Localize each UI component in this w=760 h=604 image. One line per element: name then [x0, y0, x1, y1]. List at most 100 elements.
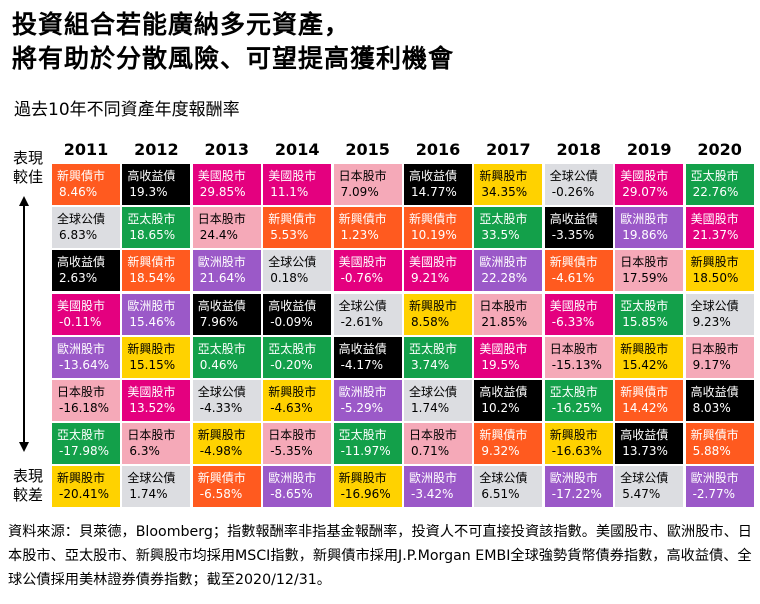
return-value: 13.73%: [622, 444, 668, 459]
asset-name: 日本股市: [127, 428, 176, 443]
cell-2012-rank-3: 新興債市 18.54%: [122, 250, 191, 292]
cell-2012-rank-6: 美國股市 13.52%: [122, 380, 191, 421]
asset-name: 新興股市: [127, 341, 176, 356]
asset-name: 美國股市: [690, 212, 739, 227]
asset-name: 亞太股市: [620, 298, 669, 313]
year-header-2016: 2016: [415, 140, 461, 159]
return-value: -16.25%: [551, 401, 602, 415]
return-value: 10.19%: [411, 228, 457, 243]
cell-2011-rank-8: 新興股市 -20.41%: [52, 466, 120, 508]
return-value: -0.09%: [270, 314, 313, 329]
asset-name: 高收益債: [479, 385, 528, 399]
return-value: -2.61%: [340, 314, 384, 329]
return-value: 29.85%: [199, 185, 246, 199]
cell-2018-rank-4: 美國股市 -6.33%: [544, 293, 613, 335]
return-value: -16.63%: [551, 444, 602, 459]
return-value: 0.71%: [411, 444, 450, 459]
cell-2014-rank-6: 新興股市 -4.63%: [263, 380, 332, 421]
asset-name: 新興股市: [338, 471, 387, 486]
cell-2013-rank-2: 日本股市 24.4%: [192, 207, 261, 249]
cell-2019-rank-8: 全球公債 5.47%: [615, 466, 684, 508]
return-value: -0.20%: [270, 357, 313, 372]
asset-name: 美國股市: [549, 298, 598, 313]
asset-name: 亞太股市: [549, 385, 598, 399]
return-value: -4.17%: [340, 357, 384, 372]
asset-name: 高收益債: [57, 255, 106, 270]
cell-2013-rank-1: 美國股市 29.85%: [192, 164, 261, 205]
asset-name: 日本股市: [268, 428, 317, 443]
return-value: 8.58%: [411, 314, 450, 329]
cell-2018-rank-3: 新興債市 -4.61%: [544, 250, 613, 292]
cell-2011-rank-6: 日本股市 -16.18%: [52, 380, 120, 421]
cell-2016-rank-2: 新興債市 10.19%: [404, 207, 472, 249]
cell-2018-rank-8: 歐洲股市 -17.22%: [544, 466, 613, 508]
cell-2018-rank-5: 日本股市 -15.13%: [544, 336, 613, 378]
cell-2014-rank-3: 全球公債 0.18%: [263, 250, 332, 292]
return-value: -6.33%: [551, 314, 595, 329]
cell-2018-rank-1: 全球公債 -0.26%: [544, 164, 613, 205]
return-value: 0.18%: [270, 271, 309, 286]
asset-name: 亞太股市: [409, 341, 458, 356]
asset-name: 歐洲股市: [197, 255, 246, 270]
asset-name: 高收益債: [409, 169, 458, 183]
return-value: 7.96%: [199, 314, 238, 329]
asset-name: 全球公債: [409, 385, 458, 399]
asset-name: 歐洲股市: [690, 471, 739, 486]
cell-2019-rank-7: 高收益債 13.73%: [615, 423, 684, 465]
asset-name: 全球公債: [197, 385, 246, 399]
return-value: -4.98%: [199, 444, 243, 459]
asset-name: 美國股市: [57, 298, 106, 313]
cell-2015-rank-2: 新興債市 1.23%: [333, 207, 402, 249]
cell-2012-rank-7: 日本股市 6.3%: [122, 423, 191, 465]
asset-name: 高收益債: [338, 341, 387, 356]
year-header-2015: 2015: [345, 140, 390, 159]
return-value: -16.18%: [59, 401, 110, 415]
cell-2020-rank-1: 亞太股市 22.76%: [685, 164, 754, 205]
year-header-2011: 2011: [63, 140, 109, 159]
cell-2014-rank-5: 亞太股市 -0.20%: [263, 336, 332, 378]
return-value: 17.59%: [622, 271, 668, 286]
return-value: 0.46%: [199, 357, 238, 372]
asset-name: 日本股市: [690, 341, 739, 356]
cell-2013-rank-7: 新興股市 -4.98%: [192, 423, 261, 465]
return-value: -2.77%: [692, 487, 736, 502]
asset-name: 日本股市: [479, 298, 528, 313]
asset-name: 歐洲股市: [57, 341, 106, 356]
cell-2015-rank-8: 新興股市 -16.96%: [333, 466, 402, 508]
asset-name: 新興債市: [57, 169, 106, 183]
cell-2014-rank-2: 新興債市 5.53%: [263, 207, 332, 249]
cell-2014-rank-1: 美國股市 11.1%: [263, 164, 332, 205]
return-value: 22.28%: [481, 271, 528, 286]
asset-name: 新興債市: [268, 212, 317, 227]
return-value: 6.51%: [481, 487, 520, 502]
return-value: 3.74%: [411, 357, 450, 372]
return-value: 7.09%: [340, 185, 379, 199]
asset-name: 高收益債: [549, 212, 598, 227]
cell-2019-rank-1: 美國股市 29.07%: [615, 164, 684, 205]
source-note: 資料來源：貝萊德，Bloomberg；指數報酬率非指基金報酬率，投資人不可直接投…: [8, 524, 752, 588]
return-value: 6.3%: [129, 444, 160, 459]
title-line-2: 將有助於分散風險、可望提高獲利機會: [12, 44, 455, 73]
return-value: 34.35%: [481, 185, 528, 199]
cell-2017-rank-3: 歐洲股市 22.28%: [474, 250, 543, 292]
asset-name: 新興股市: [57, 471, 106, 486]
return-value: 15.85%: [622, 314, 668, 329]
cell-2019-rank-5: 新興股市 15.42%: [615, 336, 684, 378]
return-value: 6.83%: [59, 228, 98, 243]
asset-name: 日本股市: [549, 341, 598, 356]
return-value: -4.63%: [270, 401, 313, 415]
return-value: 19.5%: [481, 357, 520, 372]
return-value: 18.54%: [129, 271, 176, 286]
asset-name: 全球公債: [620, 471, 669, 486]
label-better-line-1: 表現: [12, 149, 43, 167]
asset-name: 亞太股市: [338, 428, 387, 443]
asset-name: 日本股市: [57, 385, 106, 399]
asset-name: 亞太股市: [268, 341, 317, 356]
return-value: 18.50%: [692, 271, 739, 286]
asset-name: 美國股市: [127, 385, 176, 399]
return-value: 1.74%: [411, 401, 450, 415]
return-value: 24.4%: [199, 228, 238, 243]
asset-name: 新興債市: [197, 471, 246, 486]
asset-name: 全球公債: [549, 169, 598, 183]
chart-title: 投資組合若能廣納多元資產， 將有助於分散風險、可望提高獲利機會: [12, 8, 612, 76]
